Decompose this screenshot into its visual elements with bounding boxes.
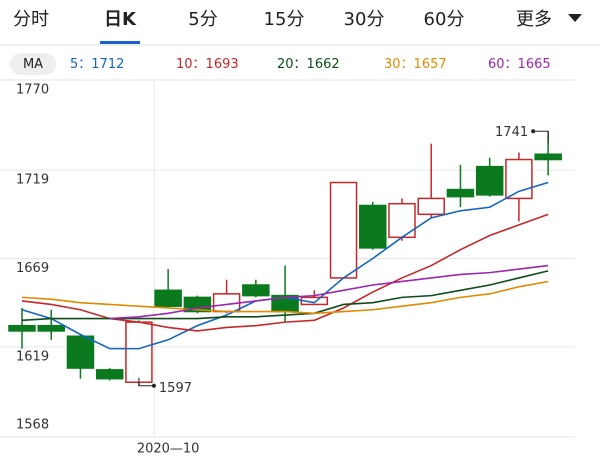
- annotation-label: 1741: [495, 125, 528, 140]
- ma-badge[interactable]: [10, 53, 56, 75]
- candle-body: [66, 335, 95, 369]
- y-tick-label: 1568: [16, 418, 49, 433]
- legend-entry: 60：1665: [488, 57, 551, 72]
- legend-entry: 5：1712: [70, 57, 124, 72]
- annotation-dot: [151, 383, 156, 388]
- candle-body: [329, 181, 358, 279]
- candle-body: [505, 158, 533, 200]
- candle-body: [475, 165, 504, 196]
- ma-badge-text: MA: [23, 57, 43, 72]
- tab[interactable]: 更多: [516, 9, 552, 30]
- tab[interactable]: 30分: [344, 9, 385, 30]
- annotation-leader: [138, 377, 154, 387]
- candle-body: [154, 289, 182, 307]
- candle-body: [125, 321, 153, 383]
- y-tick-label: 1619: [16, 349, 49, 364]
- legend-entry: 20：1662: [277, 57, 340, 72]
- y-tick-label: 1669: [16, 261, 49, 276]
- legend-entry: 10：1693: [176, 57, 239, 72]
- ma-line: [21, 280, 549, 315]
- candle-body: [417, 197, 445, 216]
- candle-body: [242, 284, 270, 297]
- tab[interactable]: 15分: [264, 9, 305, 30]
- tab[interactable]: 60分: [424, 9, 465, 30]
- tab[interactable]: 5分: [188, 9, 217, 30]
- ma-line: [109, 264, 549, 320]
- legend-entry: 30：1657: [384, 57, 447, 72]
- ma-legend: 5：1712 10：1693 20：1662 30：1657 60：1665: [70, 57, 551, 72]
- candle-body: [37, 324, 65, 332]
- candle-body: [359, 204, 387, 249]
- candle-body: [8, 324, 36, 332]
- candle-body: [446, 188, 475, 198]
- annotation-dot: [531, 129, 536, 134]
- dropdown-arrow: [568, 14, 582, 22]
- candle-body: [388, 202, 416, 239]
- annotation-leader: [533, 130, 549, 144]
- y-tick-label: 1770: [16, 83, 49, 98]
- y-tick-label: 1719: [16, 173, 49, 188]
- candle-body: [534, 153, 562, 161]
- candle-body: [95, 369, 124, 380]
- tab[interactable]: 分时: [13, 9, 49, 30]
- annotation-label: 1597: [159, 381, 192, 396]
- tab-underline: [100, 41, 140, 44]
- x-tick-label: 2020—10: [137, 442, 200, 457]
- tab-bar: 分时 日K 5分 15分 30分 60分 更多: [13, 9, 582, 44]
- tab[interactable]: 日K: [104, 9, 137, 30]
- plot-area: 1770 1719 1669 1619 1568 2020—10 1741 1597: [0, 79, 575, 457]
